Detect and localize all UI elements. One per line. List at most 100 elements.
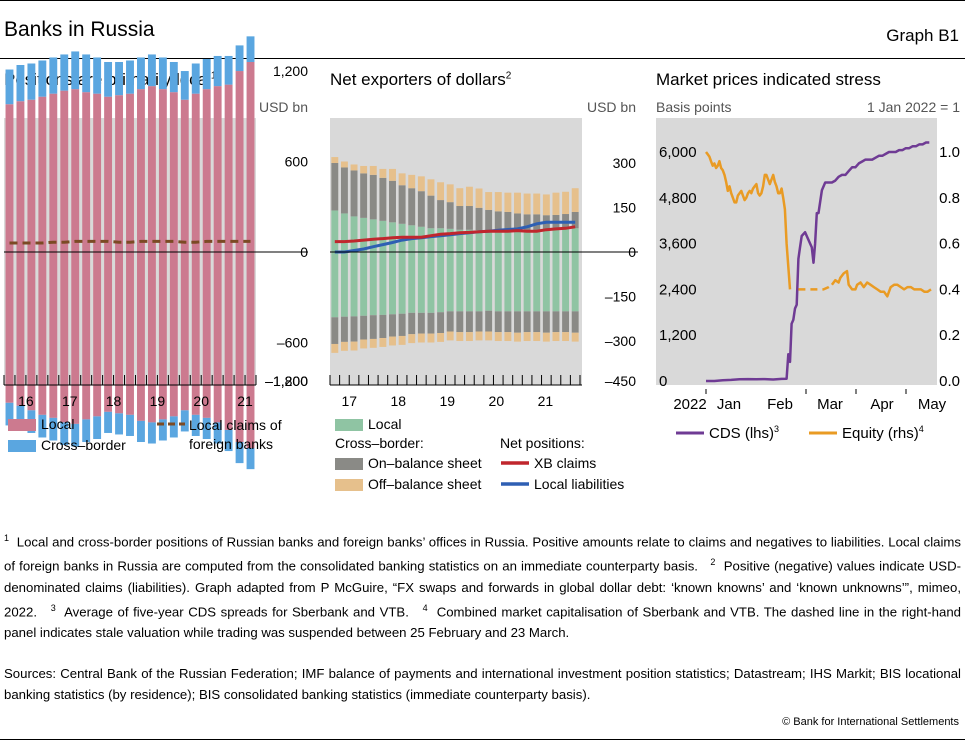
x-tick-label: Apr — [870, 396, 893, 413]
legend-local-swatch — [8, 419, 36, 431]
bar-local-liabilities — [398, 252, 406, 314]
bar-cross-border-claims — [213, 55, 222, 87]
bar-cross-border-liabilities — [49, 417, 58, 441]
bar-local-liabilities — [82, 252, 91, 420]
bar-cross-border-claims — [115, 61, 123, 96]
bar-off-balance-liabilities — [446, 331, 454, 341]
bar-local-liabilities — [213, 252, 222, 423]
x-tick-label: 16 — [18, 393, 34, 409]
bar-off-balance-liabilities — [552, 332, 560, 342]
bar-local-claims — [379, 220, 387, 252]
bar-on-balance-claims — [427, 195, 435, 229]
bar-off-balance-claims — [571, 188, 579, 212]
y-tick-label-left: 1,200 — [659, 327, 697, 344]
y-tick-label: –600 — [277, 334, 308, 350]
x-tick-label: 20 — [489, 393, 505, 409]
chart-market-prices: 6,000 4,800 3,600 2,400 1,200 0 1.0 0.8 0.6 0.4 0.… — [656, 118, 960, 413]
bar-local-claims — [504, 231, 512, 252]
bar-off-balance-liabilities — [485, 331, 493, 341]
y-tick-label-left: 3,600 — [659, 236, 697, 253]
legend-p2-local-label: Local — [368, 416, 402, 432]
bar-off-balance-liabilities — [427, 333, 435, 343]
bar-local-liabilities — [523, 252, 531, 312]
bar-cross-border-liabilities — [224, 429, 233, 452]
bar-off-balance-claims — [494, 192, 502, 212]
bar-cross-border-liabilities — [137, 420, 145, 443]
bar-cross-border-claims — [224, 55, 233, 85]
legend-dash-swatch — [157, 422, 185, 426]
bar-cross-border-claims — [246, 36, 255, 62]
bar-local-liabilities — [446, 252, 454, 312]
bar-local-claims — [465, 229, 473, 252]
bar-on-balance-liabilities — [552, 311, 560, 333]
panel1-unit: USD bn — [258, 99, 308, 115]
bar-off-balance-liabilities — [514, 332, 521, 342]
bar-off-balance-liabilities — [542, 332, 550, 342]
bar-local-liabilities — [408, 252, 416, 313]
bar-local-claims — [27, 99, 36, 252]
bar-local-liabilities — [379, 252, 387, 315]
legend-local-label: Local — [41, 416, 75, 432]
bar-local-claims — [49, 93, 58, 252]
bar-off-balance-liabilities — [379, 338, 387, 347]
charts-svg: 1,200 600 0 –600 –1,200–1,800 16 17 18 19 20 21 30… — [3, 36, 960, 470]
bar-local-liabilities — [360, 252, 368, 316]
bar-local-liabilities — [504, 252, 512, 312]
bar-on-balance-claims — [465, 206, 473, 230]
y-tick-label-right: 0.4 — [939, 281, 960, 298]
bar-local-claims — [331, 210, 339, 252]
legend-dash-label: Local claims of foreign banks — [189, 417, 282, 452]
x-tick-label: 17 — [62, 393, 78, 409]
bar-off-balance-liabilities — [331, 343, 339, 353]
bar-cross-border-claims — [71, 51, 80, 90]
line-equity-stale — [798, 283, 833, 291]
x-tick-label: 2022 — [673, 396, 706, 413]
bar-cross-border-claims — [147, 54, 156, 87]
line-xb-claims — [334, 225, 576, 244]
bar-cross-border-liabilities — [60, 422, 69, 446]
bar-local-claims — [5, 104, 14, 252]
bar-off-balance-liabilities — [369, 338, 377, 348]
bar-local-claims — [137, 89, 145, 252]
bar-local-claims — [126, 93, 134, 252]
x-tick-label: 21 — [237, 393, 253, 409]
legend-ll-label: Local liabilities — [534, 476, 625, 492]
bar-on-balance-liabilities — [408, 312, 416, 335]
bar-local-liabilities — [147, 252, 156, 423]
bar-on-balance-claims — [379, 177, 387, 221]
bar-on-balance-liabilities — [456, 311, 464, 333]
bar-cross-border-liabilities — [93, 416, 102, 439]
bar-local-claims — [180, 99, 189, 252]
bar-on-balance-liabilities — [340, 316, 348, 342]
bar-on-balance-claims — [389, 180, 396, 223]
sources: Sources: Central Bank of the Russian Fed… — [4, 666, 961, 702]
y-tick-label: 0 — [628, 244, 636, 260]
bar-off-balance-claims — [437, 182, 445, 201]
line-cds — [706, 141, 930, 383]
bar-cross-border-claims — [93, 57, 102, 94]
bar-local-liabilities — [552, 252, 560, 312]
bar-cross-border-liabilities — [38, 414, 47, 438]
bar-cross-border-claims — [158, 57, 167, 90]
bar-local-claims — [552, 229, 560, 252]
bar-local-claims — [542, 230, 550, 252]
bar-off-balance-claims — [408, 174, 416, 189]
bar-local-liabilities — [427, 252, 435, 313]
bar-on-balance-claims — [456, 206, 464, 230]
x-tick-label: 21 — [538, 393, 554, 409]
bar-cross-border-claims — [169, 61, 178, 93]
bar-off-balance-claims — [379, 168, 387, 178]
y-tick-label-left: 4,800 — [659, 190, 697, 207]
bar-local-claims — [16, 101, 25, 252]
bar-on-balance-claims — [523, 214, 531, 231]
bar-off-balance-claims — [389, 168, 396, 181]
bar-local-liabilities — [562, 252, 570, 312]
bar-on-balance-liabilities — [494, 311, 502, 333]
bar-on-balance-claims — [331, 162, 339, 211]
bar-local-claims — [115, 95, 123, 252]
y-tick-label: –300 — [605, 333, 636, 349]
bar-cross-border-claims — [180, 71, 189, 100]
bar-local-claims — [60, 90, 69, 252]
bar-off-balance-claims — [369, 165, 377, 175]
bar-cross-border-claims — [16, 65, 25, 102]
